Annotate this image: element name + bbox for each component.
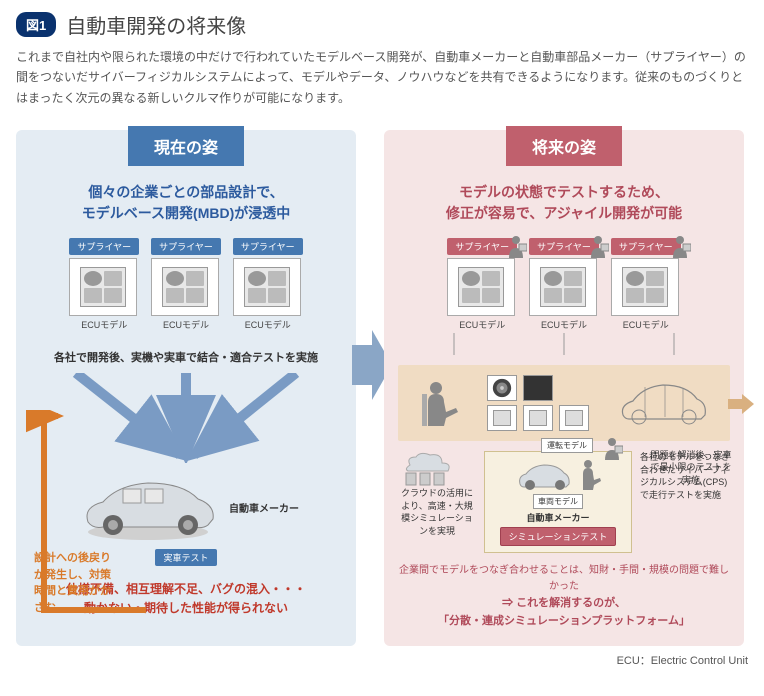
panels-container: 現在の姿 個々の企業ごとの部品設計で、 モデルベース開発(MBD)が浸透中 サプ… — [16, 130, 748, 646]
future-bottom-note: 企業間でモデルをつなぎ合わせることは、知財・手間・規模の問題で難しかった ⇒ こ… — [396, 563, 732, 630]
cloud-note: クラウドの活用により、高速・大規模シミュレーションを実現 — [398, 487, 476, 537]
current-flow-text: 各社で開発後、実機や実車で結合・適合テストを実施 — [26, 349, 346, 365]
car-maker-label: 自動車メーカー — [491, 511, 625, 524]
ecu-caption: ECUモデル — [529, 318, 599, 331]
ecu-caption: ECUモデル — [447, 318, 517, 331]
supplier-3: サプライヤー ECUモデル — [233, 238, 303, 331]
future-header: 将来の姿 — [506, 126, 622, 166]
person-icon — [669, 234, 691, 260]
sim-car-icon — [514, 458, 574, 492]
test-badge: 実車テスト — [155, 549, 216, 566]
ecu-box — [611, 258, 679, 316]
vehicle-model-label: 車両モデル — [533, 494, 583, 509]
car-icon — [73, 467, 223, 547]
drive-model-label: 運転モデル — [541, 438, 593, 453]
future-subtitle: モデルの状態でテストするため、 修正が容易で、アジャイル開発が可能 — [394, 182, 734, 224]
ecu-caption: ECUモデル — [233, 318, 303, 331]
side-note-rework: 設計への後戻りが発生し、対策時間と費用がかさむ — [34, 550, 114, 616]
panel-future: 将来の姿 モデルの状態でテストするため、 修正が容易で、アジャイル開発が可能 サ… — [384, 130, 744, 646]
driver-icon — [578, 458, 602, 492]
future-suppliers: サプライヤー ECUモデル サプライヤー ECUモデル サプライヤー ECUモデ… — [398, 238, 730, 331]
supplier-label: サプライヤー — [69, 238, 139, 255]
person-icon — [587, 234, 609, 260]
supplier-3: サプライヤー ECUモデル — [611, 238, 681, 331]
ecu-mini-icon — [487, 405, 517, 431]
driver-icon — [418, 378, 462, 428]
connection-lines — [398, 333, 730, 355]
converge-arrows — [30, 373, 342, 463]
bottom-note-line3: 「分散・連成シミュレーションプラットフォーム」 — [396, 613, 732, 631]
supplier-2: サプライヤー ECUモデル — [529, 238, 599, 331]
future-integration-box: 問題を解消後、実車で最小限のテストを実施 — [398, 365, 730, 441]
supplier-label: サプライヤー — [233, 238, 303, 255]
bottom-note-line1: 企業間でモデルをつなぎ合わせることは、知財・手間・規模の問題で難しかった — [396, 563, 732, 595]
ecu-mini-icon — [559, 405, 589, 431]
person-icon — [601, 436, 623, 462]
cloud-box: クラウドの活用により、高速・大規模シミュレーションを実現 — [398, 451, 476, 537]
ecu-box — [447, 258, 515, 316]
output-arrow-icon — [728, 394, 754, 414]
current-suppliers: サプライヤー ECUモデル サプライヤー ECUモデル サプライヤー ECUモデ… — [30, 238, 342, 331]
car-wireframe-icon — [615, 375, 710, 431]
supplier-1: サプライヤー ECUモデル — [447, 238, 517, 331]
person-icon — [505, 234, 527, 260]
ecu-caption: ECUモデル — [69, 318, 139, 331]
bottom-note-line2: ⇒ これを解消するのが、 — [396, 595, 732, 613]
lead-text: これまで自社内や限られた環境の中だけで行われていたモデルベース開発が、自動車メー… — [16, 47, 748, 108]
ecu-box — [151, 258, 219, 316]
ecu-box — [233, 258, 301, 316]
engine-part-icon — [523, 375, 553, 401]
simulation-box: 運転モデル 車両モデル 自動車メーカー シミュレーションテスト — [484, 451, 632, 553]
supplier-label: サプライヤー — [151, 238, 221, 255]
wheel-part-icon — [487, 375, 517, 401]
ecu-mini-icon — [523, 405, 553, 431]
supplier-1: サプライヤー ECUモデル — [69, 238, 139, 331]
cloud-sim-row: クラウドの活用により、高速・大規模シミュレーションを実現 運転モデル 車両モデル — [398, 451, 730, 553]
supplier-2: サプライヤー ECUモデル — [151, 238, 221, 331]
figure-title: 自動車開発の将来像 — [66, 10, 246, 39]
figure-badge: 図1 — [16, 12, 56, 37]
ecu-caption: ECUモデル — [611, 318, 681, 331]
cps-note: 各社のモデルをつなぎ合わせたサイバーフィジカルシステム(CPS)で走行テストを実… — [640, 451, 730, 501]
parts-row-2 — [487, 405, 589, 431]
panel-current: 現在の姿 個々の企業ごとの部品設計で、 モデルベース開発(MBD)が浸透中 サプ… — [16, 130, 356, 646]
figure-header: 図1 自動車開発の将来像 — [16, 10, 748, 39]
footnote: ECU：Electric Control Unit — [16, 652, 748, 668]
ecu-box — [69, 258, 137, 316]
cloud-servers-icon — [398, 451, 458, 487]
ecu-box — [529, 258, 597, 316]
current-subtitle: 個々の企業ごとの部品設計で、 モデルベース開発(MBD)が浸透中 — [26, 182, 346, 224]
parts-row-1 — [487, 375, 589, 401]
ecu-caption: ECUモデル — [151, 318, 221, 331]
sim-test-badge: シミュレーションテスト — [500, 527, 617, 546]
current-header: 現在の姿 — [128, 126, 244, 166]
car-maker-label: 自動車メーカー — [229, 500, 299, 515]
